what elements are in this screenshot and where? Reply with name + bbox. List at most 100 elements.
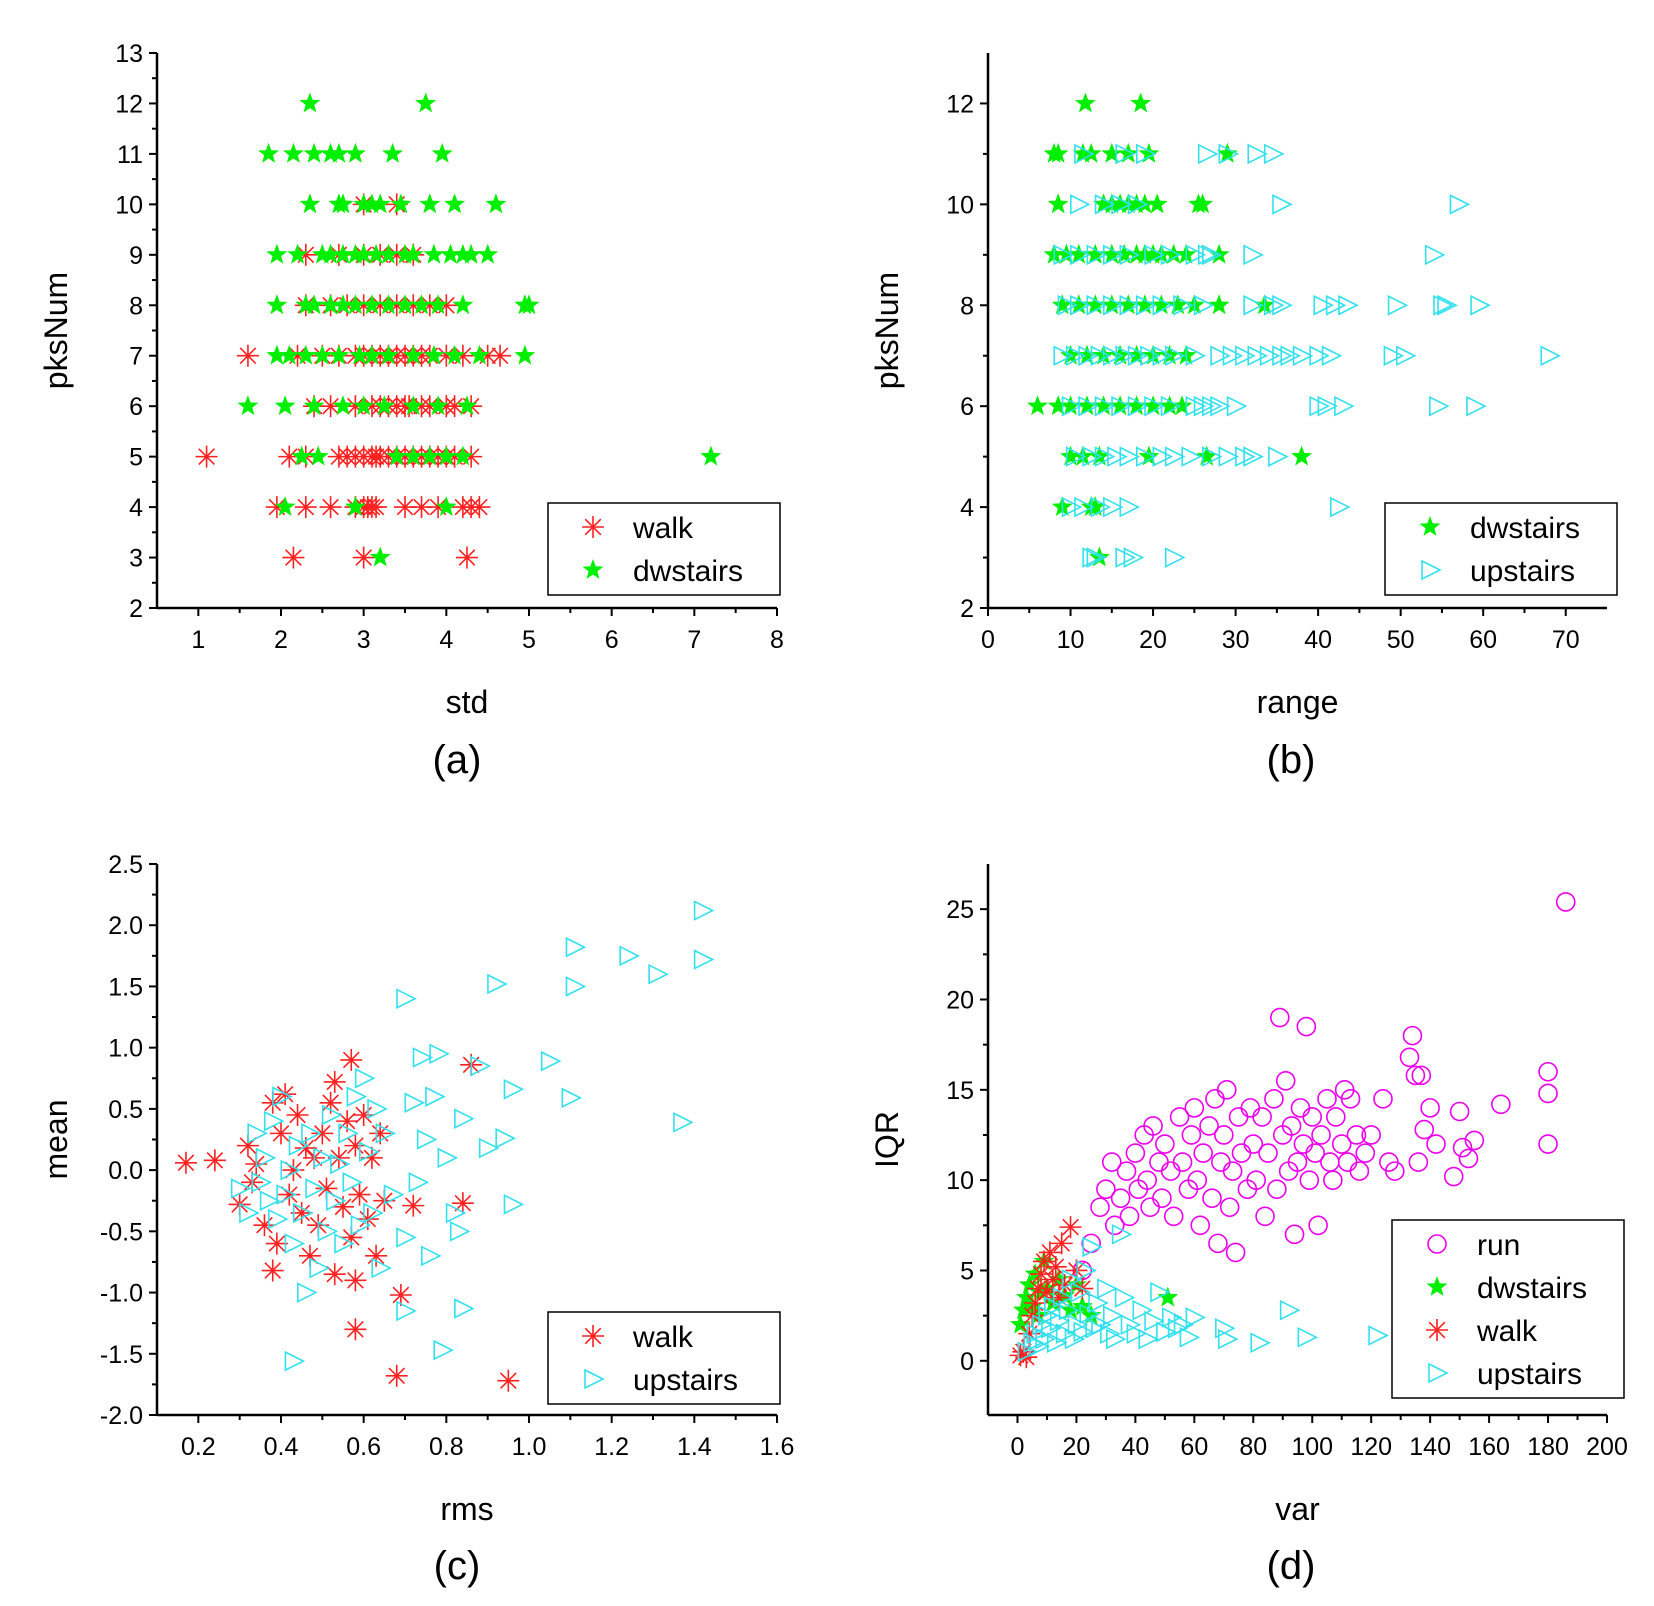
chart0-point-dwstairs — [353, 193, 375, 214]
chart3-legend-label-run: run — [1477, 1229, 1520, 1262]
chart0-y-tick-label: 8 — [129, 292, 143, 320]
chart1-point-upstairs — [1057, 294, 1079, 316]
chart1-point-upstairs — [1082, 547, 1103, 568]
chart0-point-dwstairs — [282, 142, 304, 163]
chart1-point-upstairs — [1152, 446, 1174, 467]
chart0-point-dwstairs — [344, 496, 366, 516]
chart2-point-upstairs — [445, 1202, 467, 1224]
chart1-point-dwstairs — [1101, 142, 1123, 163]
chart3-point-run — [1317, 1089, 1337, 1109]
chart1-point-dwstairs — [1163, 243, 1185, 264]
chart3-point-run — [1211, 1152, 1231, 1172]
chart1-point-upstairs — [1164, 446, 1186, 467]
chart1-point-dwstairs — [1117, 142, 1139, 163]
chart3-point-run — [1110, 1188, 1131, 1209]
chart3-point-run — [1464, 1130, 1485, 1151]
chart1-point-upstairs — [1424, 244, 1446, 266]
chart2-y-tick-label: 1.5 — [108, 973, 143, 1001]
chart2-point-walk — [253, 1214, 276, 1237]
chart1-point-upstairs — [1094, 446, 1116, 467]
chart1-point-upstairs — [1280, 345, 1302, 367]
chart0-point-dwstairs — [353, 395, 375, 416]
chart3-point-run — [1402, 1025, 1423, 1046]
chart1-legend-label-dwstairs: dwstairs — [1470, 512, 1580, 545]
chart1-point-upstairs — [1144, 395, 1165, 417]
chart1-point-upstairs — [1309, 345, 1330, 367]
chart2-point-upstairs — [284, 1233, 306, 1254]
chart3-point-run — [1193, 1143, 1213, 1163]
chart3-point-upstairs — [1058, 1299, 1080, 1321]
chart0-point-dwstairs — [311, 243, 333, 264]
chart2-point-upstairs — [272, 1086, 293, 1107]
chart3-point-run — [1555, 892, 1576, 912]
chart3-point-run — [1346, 1125, 1367, 1145]
chart1-point-upstairs — [1119, 294, 1141, 316]
chart0-point-walk — [282, 546, 305, 569]
chart0-point-dwstairs — [423, 243, 445, 264]
chart0-point-dwstairs — [431, 142, 453, 163]
chart2-point-upstairs — [255, 1147, 277, 1169]
chart1-point-dwstairs — [1291, 445, 1313, 466]
chart1-point-dwstairs — [1068, 243, 1090, 264]
chart2-point-upstairs — [693, 949, 715, 970]
chart0-point-dwstairs — [237, 395, 259, 416]
chart2-point-upstairs — [420, 1245, 442, 1267]
chart3-point-upstairs — [1368, 1325, 1389, 1346]
chart2-y-tick-label: 0.0 — [108, 1157, 143, 1185]
chart1-point-dwstairs — [1130, 92, 1152, 113]
chart1-point-upstairs — [1065, 345, 1087, 367]
chart3-point-run — [1240, 1098, 1261, 1118]
panel-a: (a) 1 2 3 4 5 6 7 82345678910111213stdpksNumwal… — [38, 40, 784, 782]
chart1-point-dwstairs — [1208, 294, 1230, 315]
chart1-point-dwstairs — [1142, 243, 1164, 264]
chart3-point-upstairs — [1161, 1307, 1183, 1328]
chart3-point-run — [1443, 1166, 1464, 1187]
chart3-point-run — [1231, 1143, 1252, 1163]
chart0-point-dwstairs — [452, 294, 474, 315]
chart0-y-tick-label: 3 — [129, 545, 143, 573]
chart2-point-upstairs — [296, 1282, 318, 1303]
chart3-legend-label-walk: walk — [1476, 1315, 1538, 1348]
chart1-point-dwstairs — [1060, 445, 1081, 466]
chart0-x-tick-label: 3 — [357, 626, 371, 654]
chart1-point-upstairs — [1090, 496, 1112, 518]
chart1-point-dwstairs — [1196, 445, 1218, 466]
chart2-point-upstairs — [396, 1300, 417, 1322]
chart2-point-upstairs — [334, 1233, 355, 1254]
chart3-point-run — [1420, 1098, 1440, 1118]
chart2-point-upstairs — [342, 1172, 364, 1193]
chart1-point-upstairs — [1111, 395, 1132, 417]
chart0-point-dwstairs — [278, 344, 300, 365]
chart1-point-upstairs — [1103, 294, 1124, 316]
chart3-point-run — [1302, 1107, 1323, 1127]
panel-d: (d) 0 20 40 60 80 100 120 140 160 180 200 0 5 10 15 20 2… — [869, 864, 1628, 1588]
chart2-point-walk — [389, 1284, 412, 1307]
chart0-point-dwstairs — [435, 496, 457, 516]
chart2-point-upstairs — [317, 1221, 339, 1242]
chart1-point-upstairs — [1247, 345, 1269, 367]
chart2-point-upstairs — [268, 1208, 289, 1230]
chart0-point-dwstairs — [328, 344, 350, 365]
chart0-point-dwstairs — [320, 243, 342, 264]
chart3-point-upstairs — [1017, 1341, 1039, 1363]
chart0-point-dwstairs — [477, 243, 499, 264]
chart1-point-dwstairs — [1134, 294, 1156, 315]
chart1-y-tick-label: 8 — [960, 292, 974, 320]
chart0-point-dwstairs — [266, 294, 288, 315]
chart2-point-upstairs — [433, 1339, 454, 1361]
chart2-point-upstairs — [478, 1137, 500, 1159]
chart0-point-dwstairs — [266, 243, 288, 264]
chart3-series-run — [1072, 892, 1576, 1281]
chart2-point-upstairs — [230, 1178, 252, 1199]
chart0-point-dwstairs — [307, 445, 329, 466]
chart2-legend-label-upstairs: upstairs — [633, 1364, 738, 1397]
chart2-y-tick-label: 1.0 — [108, 1035, 143, 1063]
chart3-point-walk — [1027, 1277, 1050, 1300]
chart3-point-run — [1349, 1161, 1370, 1181]
chart0-point-dwstairs — [468, 344, 490, 365]
chart0-x-axis-label: std — [446, 684, 489, 720]
chart3-x-tick-label: 120 — [1350, 1433, 1392, 1461]
chart0-point-dwstairs — [274, 496, 296, 516]
chart1-point-upstairs — [1164, 547, 1186, 568]
chart1-y-tick-label: 2 — [960, 595, 974, 623]
